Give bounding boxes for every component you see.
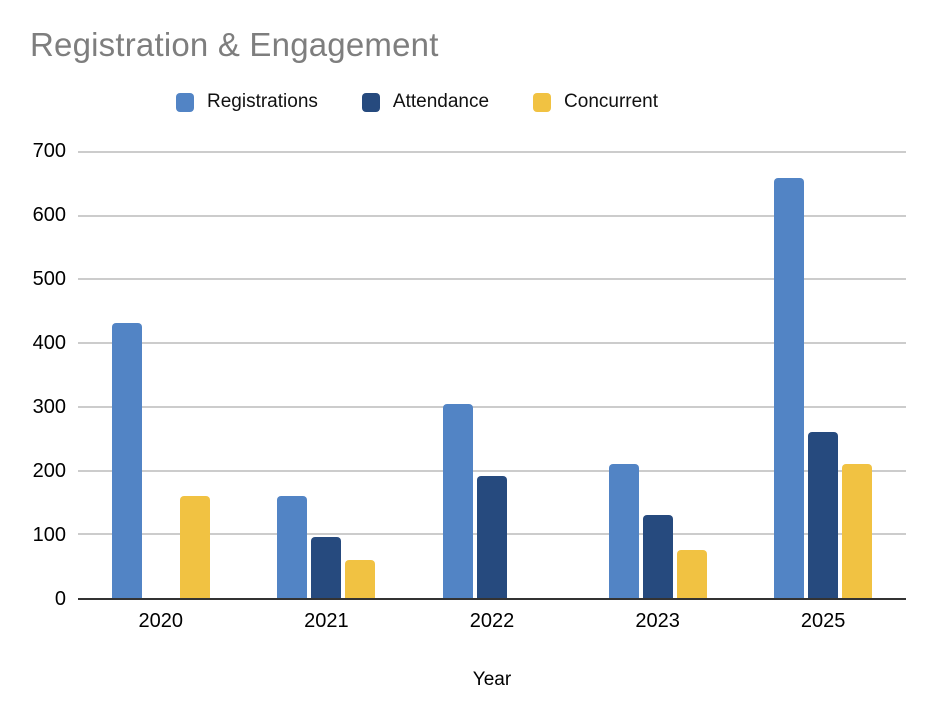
bar-concurrent-2025[interactable] (842, 464, 873, 598)
x-tick-label-2023: 2023 (635, 610, 680, 632)
gridline-400 (78, 342, 906, 345)
bar-slot-registrations-2025 (774, 152, 805, 598)
bar-group-2021 (244, 152, 410, 598)
gridline-500 (78, 278, 906, 281)
bar-groups (78, 152, 906, 598)
legend-item-registrations[interactable]: Registrations (176, 91, 318, 113)
plot-area (78, 151, 906, 600)
bar-attendance-2025[interactable] (808, 432, 839, 598)
y-tick-label-500: 500 (32, 268, 66, 290)
bar-concurrent-2021[interactable] (345, 559, 376, 598)
bar-attendance-2021[interactable] (311, 537, 342, 598)
legend: Registrations Attendance Concurrent (176, 91, 658, 113)
x-axis-title: Year (472, 669, 512, 690)
x-tick-label-2022: 2022 (469, 610, 515, 632)
x-tick-label-2025: 2025 (800, 610, 846, 632)
x-tick-label-2020: 2020 (138, 610, 184, 632)
legend-label-attendance: Attendance (392, 91, 490, 112)
registrations-swatch-icon (176, 92, 194, 112)
y-tick-label-400: 400 (32, 332, 66, 354)
attendance-swatch-icon (361, 92, 380, 112)
legend-item-concurrent[interactable]: Concurrent (533, 91, 658, 113)
bar-attendance-2022[interactable] (476, 476, 507, 598)
bar-concurrent-2023[interactable] (676, 550, 707, 598)
x-tick-label-2021: 2021 (304, 610, 349, 632)
x-axis-labels: 2020 2021 2022 2023 2025 (78, 610, 906, 633)
bar-registrations-2025[interactable] (774, 177, 805, 598)
chart-title: Registration & Engagement (30, 26, 439, 63)
gridline-600 (78, 214, 906, 217)
y-axis-labels: 0 100 200 300 400 500 600 700 (0, 140, 66, 610)
y-tick-label-0: 0 (54, 588, 66, 610)
bar-group-2023 (575, 152, 741, 598)
gridline-200 (78, 469, 906, 472)
bar-slot-concurrent-2025 (842, 152, 873, 598)
gridline-300 (78, 405, 906, 408)
bar-slot-attendance-2025 (808, 152, 839, 598)
bar-registrations-2020[interactable] (111, 322, 142, 598)
y-tick-label-100: 100 (32, 524, 66, 546)
bar-slot-attendance-2022 (476, 152, 507, 598)
concurrent-swatch-icon (533, 92, 552, 112)
gridline-700 (78, 151, 906, 153)
bar-slot-concurrent-2020 (179, 152, 210, 598)
bar-registrations-2022[interactable] (442, 404, 473, 598)
bar-slot-registrations-2021 (277, 152, 308, 598)
bar-attendance-2023[interactable] (642, 514, 673, 598)
bar-concurrent-2020[interactable] (179, 496, 210, 598)
bar-slot-registrations-2022 (442, 152, 473, 598)
bar-slot-concurrent-2023 (676, 152, 707, 598)
y-tick-label-200: 200 (32, 460, 66, 482)
bar-group-2022 (409, 152, 575, 598)
bar-slot-registrations-2020 (111, 152, 142, 598)
legend-label-concurrent: Concurrent (564, 91, 659, 112)
bar-slot-concurrent-2021 (345, 152, 376, 598)
bar-slot-attendance-2023 (642, 152, 673, 598)
y-tick-label-300: 300 (32, 396, 66, 418)
bar-slot-attendance-2020 (146, 152, 176, 598)
y-tick-label-600: 600 (32, 204, 66, 226)
bar-slot-registrations-2023 (608, 152, 639, 598)
bar-registrations-2021[interactable] (277, 496, 308, 598)
legend-label-registrations: Registrations (207, 91, 318, 112)
bar-slot-attendance-2021 (311, 152, 342, 598)
bar-group-2025 (740, 152, 906, 598)
bar-registrations-2023[interactable] (608, 464, 639, 598)
bar-slot-concurrent-2022 (511, 152, 541, 598)
y-tick-label-700: 700 (32, 140, 66, 162)
legend-item-attendance[interactable]: Attendance (361, 91, 490, 113)
bar-group-2020 (78, 152, 244, 598)
